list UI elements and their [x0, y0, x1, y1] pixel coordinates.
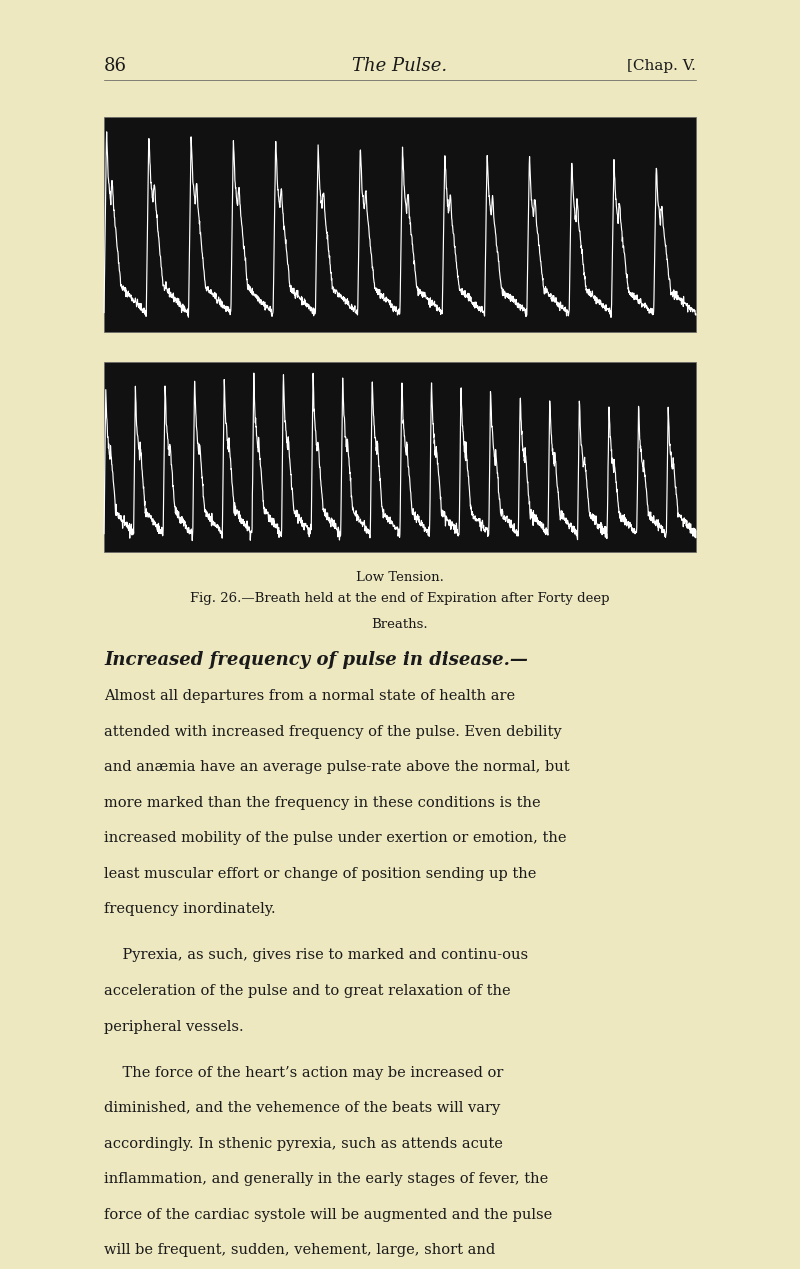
- Text: force of the cardiac systole will be augmented and the pulse: force of the cardiac systole will be aug…: [104, 1208, 552, 1222]
- Text: and anæmia have an average pulse-rate above the normal, but: and anæmia have an average pulse-rate ab…: [104, 760, 570, 774]
- Text: attended with increased frequency of the pulse. Even debility: attended with increased frequency of the…: [104, 725, 562, 739]
- Text: Almost all departures from a normal state of health are: Almost all departures from a normal stat…: [104, 689, 515, 703]
- Text: Fig. 26.—Breath held at the end of Expiration after Forty deep: Fig. 26.—Breath held at the end of Expir…: [190, 593, 610, 605]
- Text: acceleration of the pulse and to great relaxation of the: acceleration of the pulse and to great r…: [104, 983, 510, 997]
- Text: peripheral vessels.: peripheral vessels.: [104, 1019, 244, 1033]
- Text: The Pulse.: The Pulse.: [353, 57, 447, 75]
- Text: least muscular effort or change of position sending up the: least muscular effort or change of posit…: [104, 867, 536, 881]
- Text: accordingly. In sthenic pyrexia, such as attends acute: accordingly. In sthenic pyrexia, such as…: [104, 1137, 503, 1151]
- Bar: [104, 117, 696, 332]
- Text: inflammation, and generally in the early stages of fever, the: inflammation, and generally in the early…: [104, 1173, 548, 1187]
- Text: Increased frequency of pulse in disease.—: Increased frequency of pulse in disease.…: [104, 651, 528, 669]
- Text: more marked than the frequency in these conditions is the: more marked than the frequency in these …: [104, 796, 541, 810]
- Text: 86: 86: [104, 57, 127, 75]
- Text: Pyrexia, as such, gives rise to marked and continu-ous: Pyrexia, as such, gives rise to marked a…: [104, 948, 528, 962]
- Text: diminished, and the vehemence of the beats will vary: diminished, and the vehemence of the bea…: [104, 1101, 500, 1115]
- Text: increased mobility of the pulse under exertion or emotion, the: increased mobility of the pulse under ex…: [104, 831, 566, 845]
- Text: frequency inordinately.: frequency inordinately.: [104, 902, 276, 916]
- Bar: [104, 362, 696, 552]
- Text: Breaths.: Breaths.: [372, 618, 428, 631]
- Text: will be frequent, sudden, vehement, large, short and: will be frequent, sudden, vehement, larg…: [104, 1244, 495, 1258]
- Text: The force of the heart’s action may be increased or: The force of the heart’s action may be i…: [104, 1066, 503, 1080]
- Text: Low Tension.: Low Tension.: [356, 571, 444, 584]
- Text: [Chap. V.: [Chap. V.: [627, 58, 696, 74]
